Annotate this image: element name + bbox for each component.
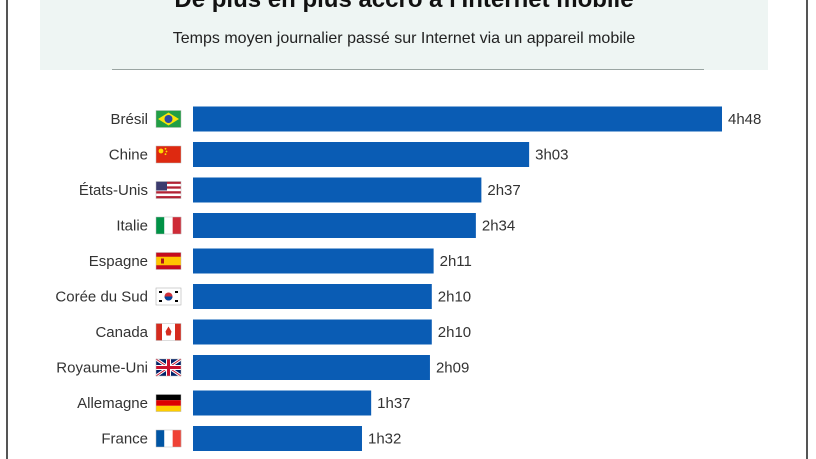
bar (193, 248, 434, 274)
usa-flag-icon (155, 181, 182, 199)
category-label: Corée du Sud (55, 289, 148, 306)
south-korea-flag-icon (155, 287, 182, 306)
bar (193, 213, 476, 238)
category-label: Canada (95, 324, 148, 341)
chart-subtitle: Temps moyen journalier passé sur Interne… (172, 30, 636, 47)
chart-frame (6, 0, 808, 459)
germany-flag-icon (155, 394, 182, 412)
category-label: Allemagne (77, 395, 148, 412)
category-label: Italie (116, 218, 148, 235)
value-label: 2h09 (436, 360, 469, 377)
spain-flag-icon (155, 252, 182, 270)
value-label: 2h10 (438, 324, 471, 341)
category-label: Chine (109, 147, 148, 164)
value-label: 2h10 (438, 289, 471, 306)
bar (193, 177, 482, 203)
china-flag-icon (155, 145, 182, 164)
uk-flag-icon (155, 357, 182, 378)
bar (193, 426, 362, 451)
france-flag-icon (155, 429, 182, 448)
bar (193, 284, 432, 309)
value-label: 2h37 (487, 182, 520, 199)
category-label: Espagne (89, 253, 148, 270)
value-label: 4h48 (728, 111, 761, 128)
category-label: Royaume-Uni (56, 360, 148, 377)
value-label: 1h37 (377, 395, 410, 412)
bar (193, 319, 432, 345)
chart-title: De plus en plus accro à l'Internet mobil… (40, 0, 768, 14)
bar (193, 390, 372, 416)
value-label: 2h11 (440, 253, 472, 270)
category-label: Brésil (110, 111, 148, 128)
category-label: États-Unis (79, 182, 148, 199)
header-divider (112, 69, 704, 70)
category-label: France (101, 431, 148, 448)
value-label: 3h03 (535, 147, 568, 164)
bar (193, 106, 722, 132)
value-label: 1h32 (368, 431, 401, 448)
value-label: 2h34 (482, 218, 515, 235)
bar (193, 355, 430, 380)
chart-header: De plus en plus accro à l'Internet mobil… (40, 0, 768, 70)
brazil-flag-icon (155, 110, 182, 128)
bar (193, 142, 530, 167)
italy-flag-icon (155, 216, 182, 235)
canada-flag-icon (155, 323, 182, 341)
